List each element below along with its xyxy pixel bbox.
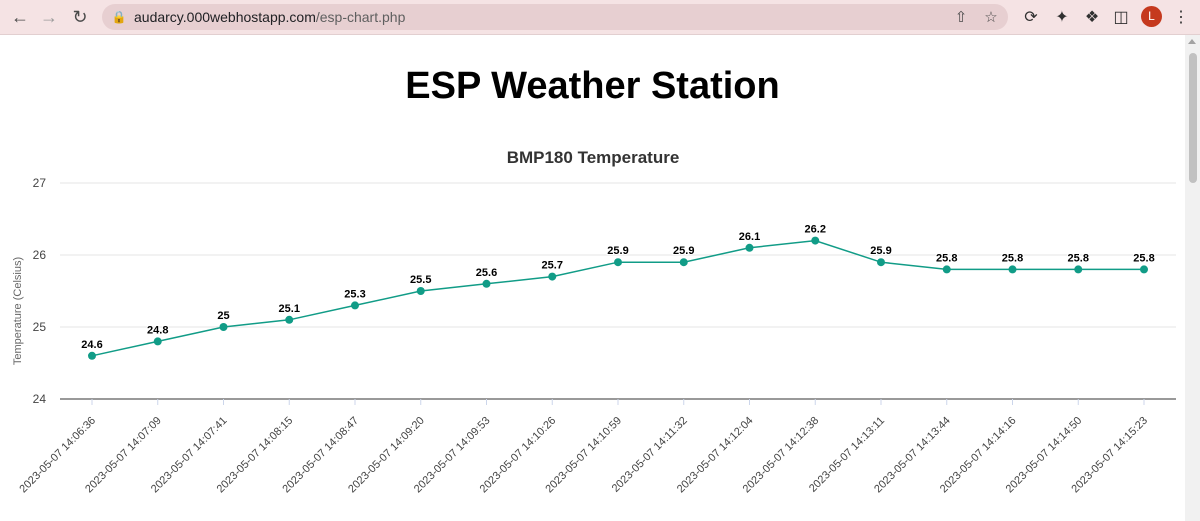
data-label: 25.8 (1002, 252, 1023, 264)
data-label: 25.6 (476, 267, 497, 279)
sync-extension-icon[interactable]: ⟳ (1024, 9, 1038, 26)
data-label: 25.8 (936, 252, 957, 264)
data-point (745, 243, 754, 252)
cursor-extension-icon[interactable]: ✦ (1055, 9, 1069, 26)
chart-title: BMP180 Temperature (507, 148, 680, 167)
address-bar[interactable]: 🔒 audarcy.000webhostapp.com/esp-chart.ph… (102, 4, 1008, 30)
x-tick-label: 2023-05-07 14:15:23 (1069, 415, 1150, 496)
url-path: /esp-chart.php (315, 9, 406, 25)
back-arrow-icon[interactable]: ← (11, 7, 29, 27)
y-tick-label: 27 (33, 176, 47, 190)
data-label: 25.9 (607, 245, 628, 257)
url-host: audarcy.000webhostapp.com (134, 9, 316, 25)
data-point (942, 265, 951, 274)
data-point (614, 258, 622, 267)
url-text[interactable]: audarcy.000webhostapp.com/esp-chart.php (134, 4, 405, 30)
data-label: 24.6 (81, 339, 102, 351)
data-label: 26.1 (739, 231, 760, 243)
data-label: 24.8 (147, 324, 168, 336)
page-content: ESP Weather Station (0, 35, 1185, 521)
data-point (1140, 265, 1148, 274)
page-title: ESP Weather Station (405, 65, 780, 107)
y-tick-label: 25 (33, 320, 47, 334)
data-label: 25.3 (344, 288, 365, 300)
y-axis-label: Temperature (Celsius) (12, 257, 24, 365)
data-point (219, 323, 228, 331)
data-label: 25.8 (1068, 252, 1089, 264)
data-point (1008, 265, 1017, 274)
data-label: 26.2 (805, 224, 826, 236)
data-point (351, 301, 359, 310)
data-point (877, 258, 885, 267)
data-label: 25.8 (1133, 252, 1154, 264)
y-tick-label: 26 (33, 248, 47, 262)
data-point (548, 272, 557, 281)
data-label: 25.9 (673, 245, 694, 257)
side-panel-icon[interactable]: ◫ (1113, 9, 1129, 26)
share-icon[interactable]: ⇧ (954, 9, 968, 26)
y-tick-label: 24 (33, 392, 47, 406)
profile-avatar[interactable]: L (1141, 6, 1162, 27)
data-point (153, 337, 162, 346)
data-point (482, 279, 491, 288)
data-point (811, 236, 820, 245)
data-point (1074, 265, 1083, 274)
bookmark-star-icon[interactable]: ☆ (984, 9, 998, 26)
series-line (91, 239, 1144, 357)
data-point (416, 287, 425, 295)
puzzle-extensions-icon[interactable]: ❖ (1084, 9, 1100, 26)
scrollbar-thumb[interactable] (1189, 53, 1197, 183)
data-label: 25.1 (279, 303, 300, 315)
data-point (285, 315, 294, 324)
lock-icon[interactable]: 🔒 (111, 10, 127, 24)
vertical-scrollbar[interactable] (1185, 35, 1200, 521)
kebab-menu-icon[interactable]: ⋮ (1173, 9, 1189, 26)
data-point (679, 258, 688, 267)
data-label: 25 (217, 310, 229, 322)
data-label: 25.5 (410, 274, 431, 286)
browser-toolbar: ← → ↻ 🔒 audarcy.000webhostapp.com/esp-ch… (0, 0, 1200, 35)
scroll-up-arrow-icon[interactable] (1188, 39, 1196, 44)
data-point (88, 351, 96, 360)
forward-arrow-icon[interactable]: → (40, 7, 58, 27)
data-label: 25.9 (870, 245, 891, 257)
data-label: 25.7 (542, 260, 563, 272)
reload-icon[interactable]: ↻ (72, 7, 88, 27)
